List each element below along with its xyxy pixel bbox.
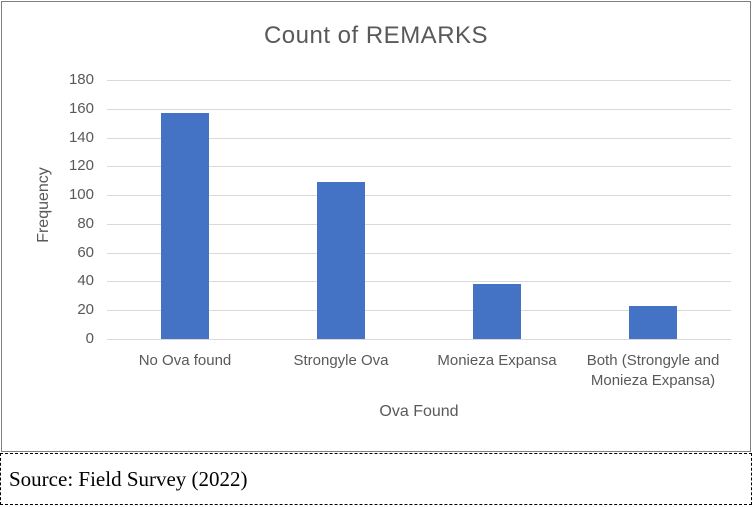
bar-category-1 [161, 113, 209, 339]
y-tick-label-100: 100 [68, 186, 94, 204]
bar-category-4 [629, 305, 677, 339]
x-category-label-4: Both (Strongyle and Monieza Expansa) [586, 352, 720, 389]
x-axis-title: Ova Found [379, 403, 459, 420]
bar-category-2 [317, 182, 365, 339]
x-category-label-1: No Ova found [138, 352, 232, 369]
gridline-180 [107, 80, 731, 81]
x-category-label-3: Monieza Expansa [437, 352, 557, 369]
y-tick-label-160: 160 [68, 99, 94, 117]
plot-area [107, 80, 731, 340]
y-tick-label-80: 80 [77, 214, 94, 232]
gridline-0 [107, 339, 731, 340]
y-tick-label-180: 180 [68, 71, 94, 88]
y-tick-label-20: 20 [77, 301, 94, 319]
y-tick-label-0: 0 [85, 330, 94, 347]
y-tick-label-140: 140 [68, 128, 94, 146]
bar-category-3 [473, 284, 521, 339]
gridline-160 [107, 108, 731, 110]
x-category-label-2: Strongyle Ova [293, 352, 389, 369]
source-caption-box: Source: Field Survey (2022) [0, 453, 752, 505]
chart-title: Count of REMARKS [263, 22, 489, 49]
source-caption: Source: Field Survey (2022) [9, 467, 248, 491]
y-tick-label-60: 60 [77, 243, 94, 261]
y-tick-label-40: 40 [77, 272, 94, 290]
chart-container: Count of REMARKS Frequency 180 160 140 120 1… [1, 1, 751, 452]
y-tick-label-120: 120 [68, 157, 94, 175]
